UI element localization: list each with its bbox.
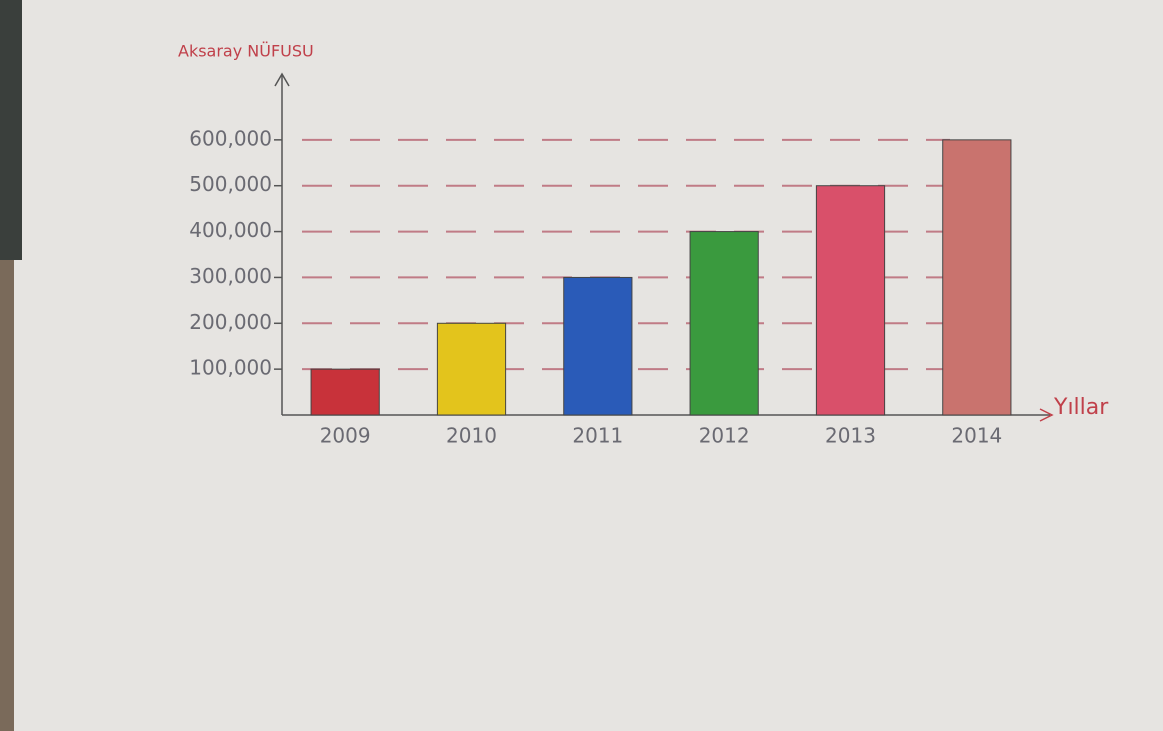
bar xyxy=(563,276,633,416)
y-tick-label: 100,000 xyxy=(189,356,272,380)
x-tick-label: 2011 xyxy=(572,424,623,448)
x-tick-label: 2010 xyxy=(446,424,497,448)
x-tick-label: 2012 xyxy=(699,424,750,448)
y-tick-label: 400,000 xyxy=(189,218,272,242)
x-axis-label: Yıllar xyxy=(1053,395,1109,420)
photo-edge xyxy=(0,260,14,731)
bar xyxy=(310,368,380,416)
bar xyxy=(689,231,759,416)
x-tick-label: 2013 xyxy=(825,424,876,448)
y-tick-label: 300,000 xyxy=(189,264,272,288)
y-tick-label: 200,000 xyxy=(189,310,272,334)
x-tick-label: 2009 xyxy=(320,424,371,448)
photo-edge xyxy=(0,0,22,260)
y-axis-arrow xyxy=(274,72,290,87)
y-tick-label: 600,000 xyxy=(189,126,272,150)
x-axis-arrow xyxy=(1039,408,1054,422)
x-tick-label: 2014 xyxy=(951,424,1002,448)
y-axis-label: Aksaray NÜFUSU xyxy=(178,42,314,61)
bar xyxy=(942,139,1012,416)
bar xyxy=(436,322,507,416)
bar xyxy=(815,185,886,416)
y-tick-label: 500,000 xyxy=(189,172,272,196)
